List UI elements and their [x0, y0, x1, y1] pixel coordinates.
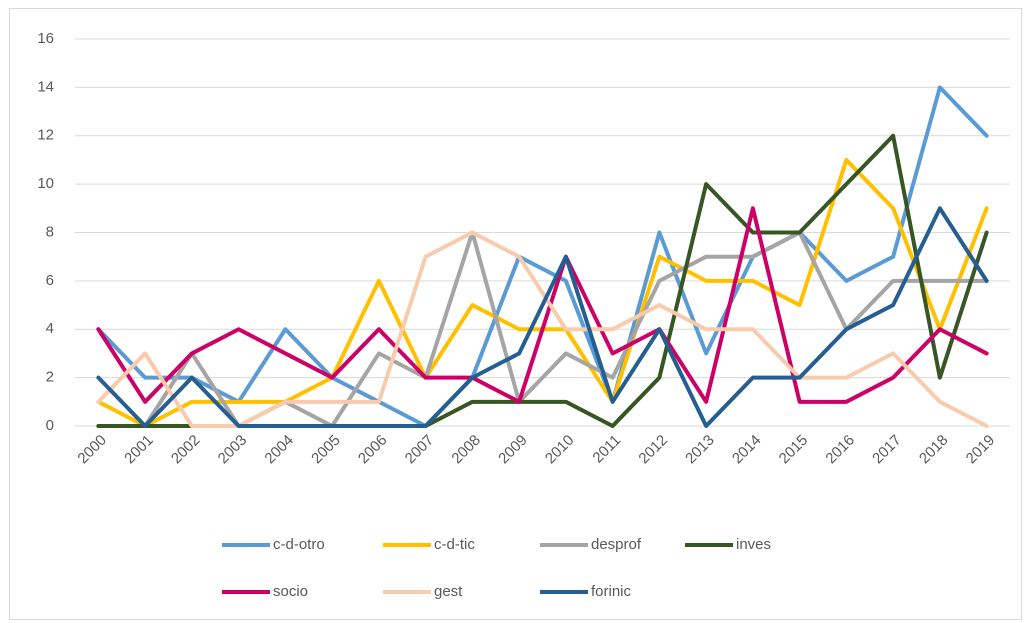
- series-line: [96, 230, 989, 428]
- legend-label: gest: [434, 583, 463, 600]
- y-tick-label: 12: [37, 127, 54, 144]
- y-tick-label: 14: [37, 78, 54, 95]
- legend-label: c-d-tic: [434, 536, 475, 553]
- legend-label: inves: [736, 536, 771, 553]
- chart-frame: [9, 8, 1022, 620]
- series-line: [96, 206, 989, 404]
- legend-label: forinic: [591, 583, 632, 600]
- legend-label: socio: [273, 583, 308, 600]
- series-line: [96, 85, 989, 428]
- y-tick-label: 4: [46, 320, 54, 337]
- y-tick-label: 16: [37, 30, 54, 47]
- y-tick-label: 8: [46, 223, 54, 240]
- legend-label: c-d-otro: [273, 536, 325, 553]
- y-tick-label: 6: [46, 272, 54, 289]
- y-tick-label: 2: [46, 369, 54, 386]
- y-tick-label: 10: [37, 175, 54, 192]
- legend-label: desprof: [591, 536, 642, 553]
- y-tick-label: 0: [46, 417, 54, 434]
- series-line: [96, 206, 989, 428]
